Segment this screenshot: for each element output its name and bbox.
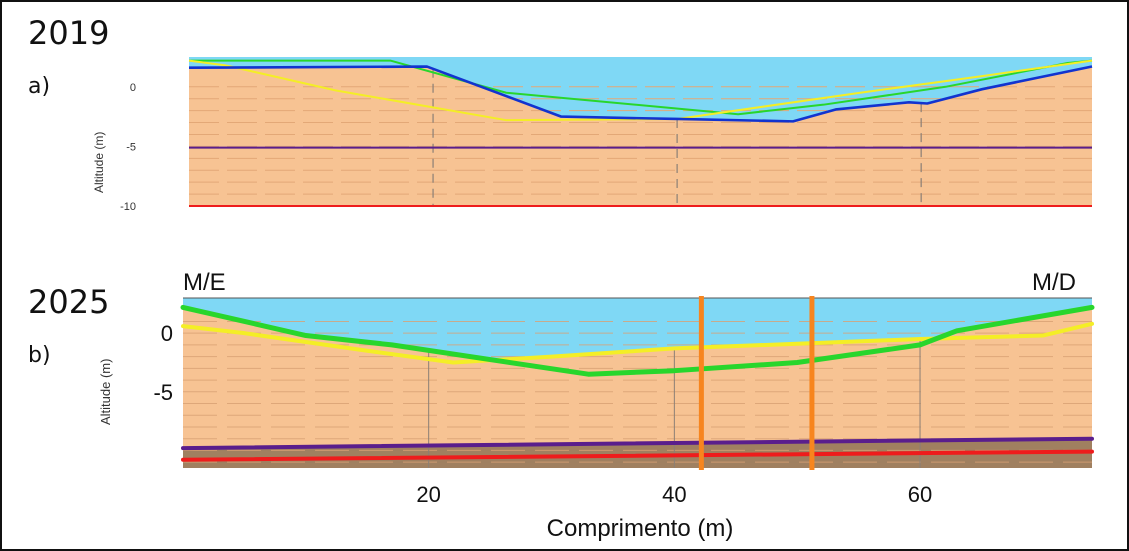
sediment-area (183, 307, 1092, 468)
series-line-yellow (188, 59, 1093, 122)
panel-b-y-axis-label: Altitude (m) (98, 359, 113, 425)
panel-a-hgrid (189, 68, 1092, 206)
panel-a-y-axis-label: Altitude (m) (92, 132, 106, 193)
x-axis-label: Comprimento (m) (547, 515, 734, 542)
y-tick-label: -10 (120, 201, 136, 213)
left-bank-label: M/E (183, 269, 226, 296)
panel-label-b: b) (28, 343, 51, 368)
sediment-area (189, 66, 1092, 206)
year-label-2025: 2025 (28, 283, 109, 321)
y-tick-label: -5 (126, 141, 136, 153)
x-tick-label: 40 (662, 482, 686, 507)
y-tick-label: 0 (130, 82, 136, 94)
panel-b-x-ticks: 20 40 60 (416, 482, 932, 507)
right-bank-label: M/D (1032, 269, 1076, 296)
panel-a: 2019 a) Altitude (m) 0 -5 -10 (28, 14, 1093, 213)
panel-a-y-ticks: 0 -5 -10 (120, 82, 136, 213)
series-line-yellow (181, 321, 1094, 365)
panel-label-a: a) (28, 74, 50, 99)
y-tick-label: 0 (161, 321, 173, 346)
x-tick-label: 20 (416, 482, 440, 507)
panel-a-plot-area (188, 57, 1093, 207)
panel-b: 2025 b) M/E M/D Altitude (m) 0-5 20 40 60 … (28, 269, 1095, 542)
series-line-green (180, 304, 1095, 377)
panel-b-y-ticks: 0 -5 (153, 321, 173, 405)
year-label-2019: 2019 (28, 14, 109, 52)
panel-b-plot-area (180, 296, 1095, 470)
x-tick-label: 60 (908, 482, 932, 507)
y-tick-label: -5 (153, 380, 173, 405)
series-line-red (181, 449, 1094, 462)
series-line-blue (188, 65, 1093, 123)
series-line-purple (181, 436, 1094, 451)
